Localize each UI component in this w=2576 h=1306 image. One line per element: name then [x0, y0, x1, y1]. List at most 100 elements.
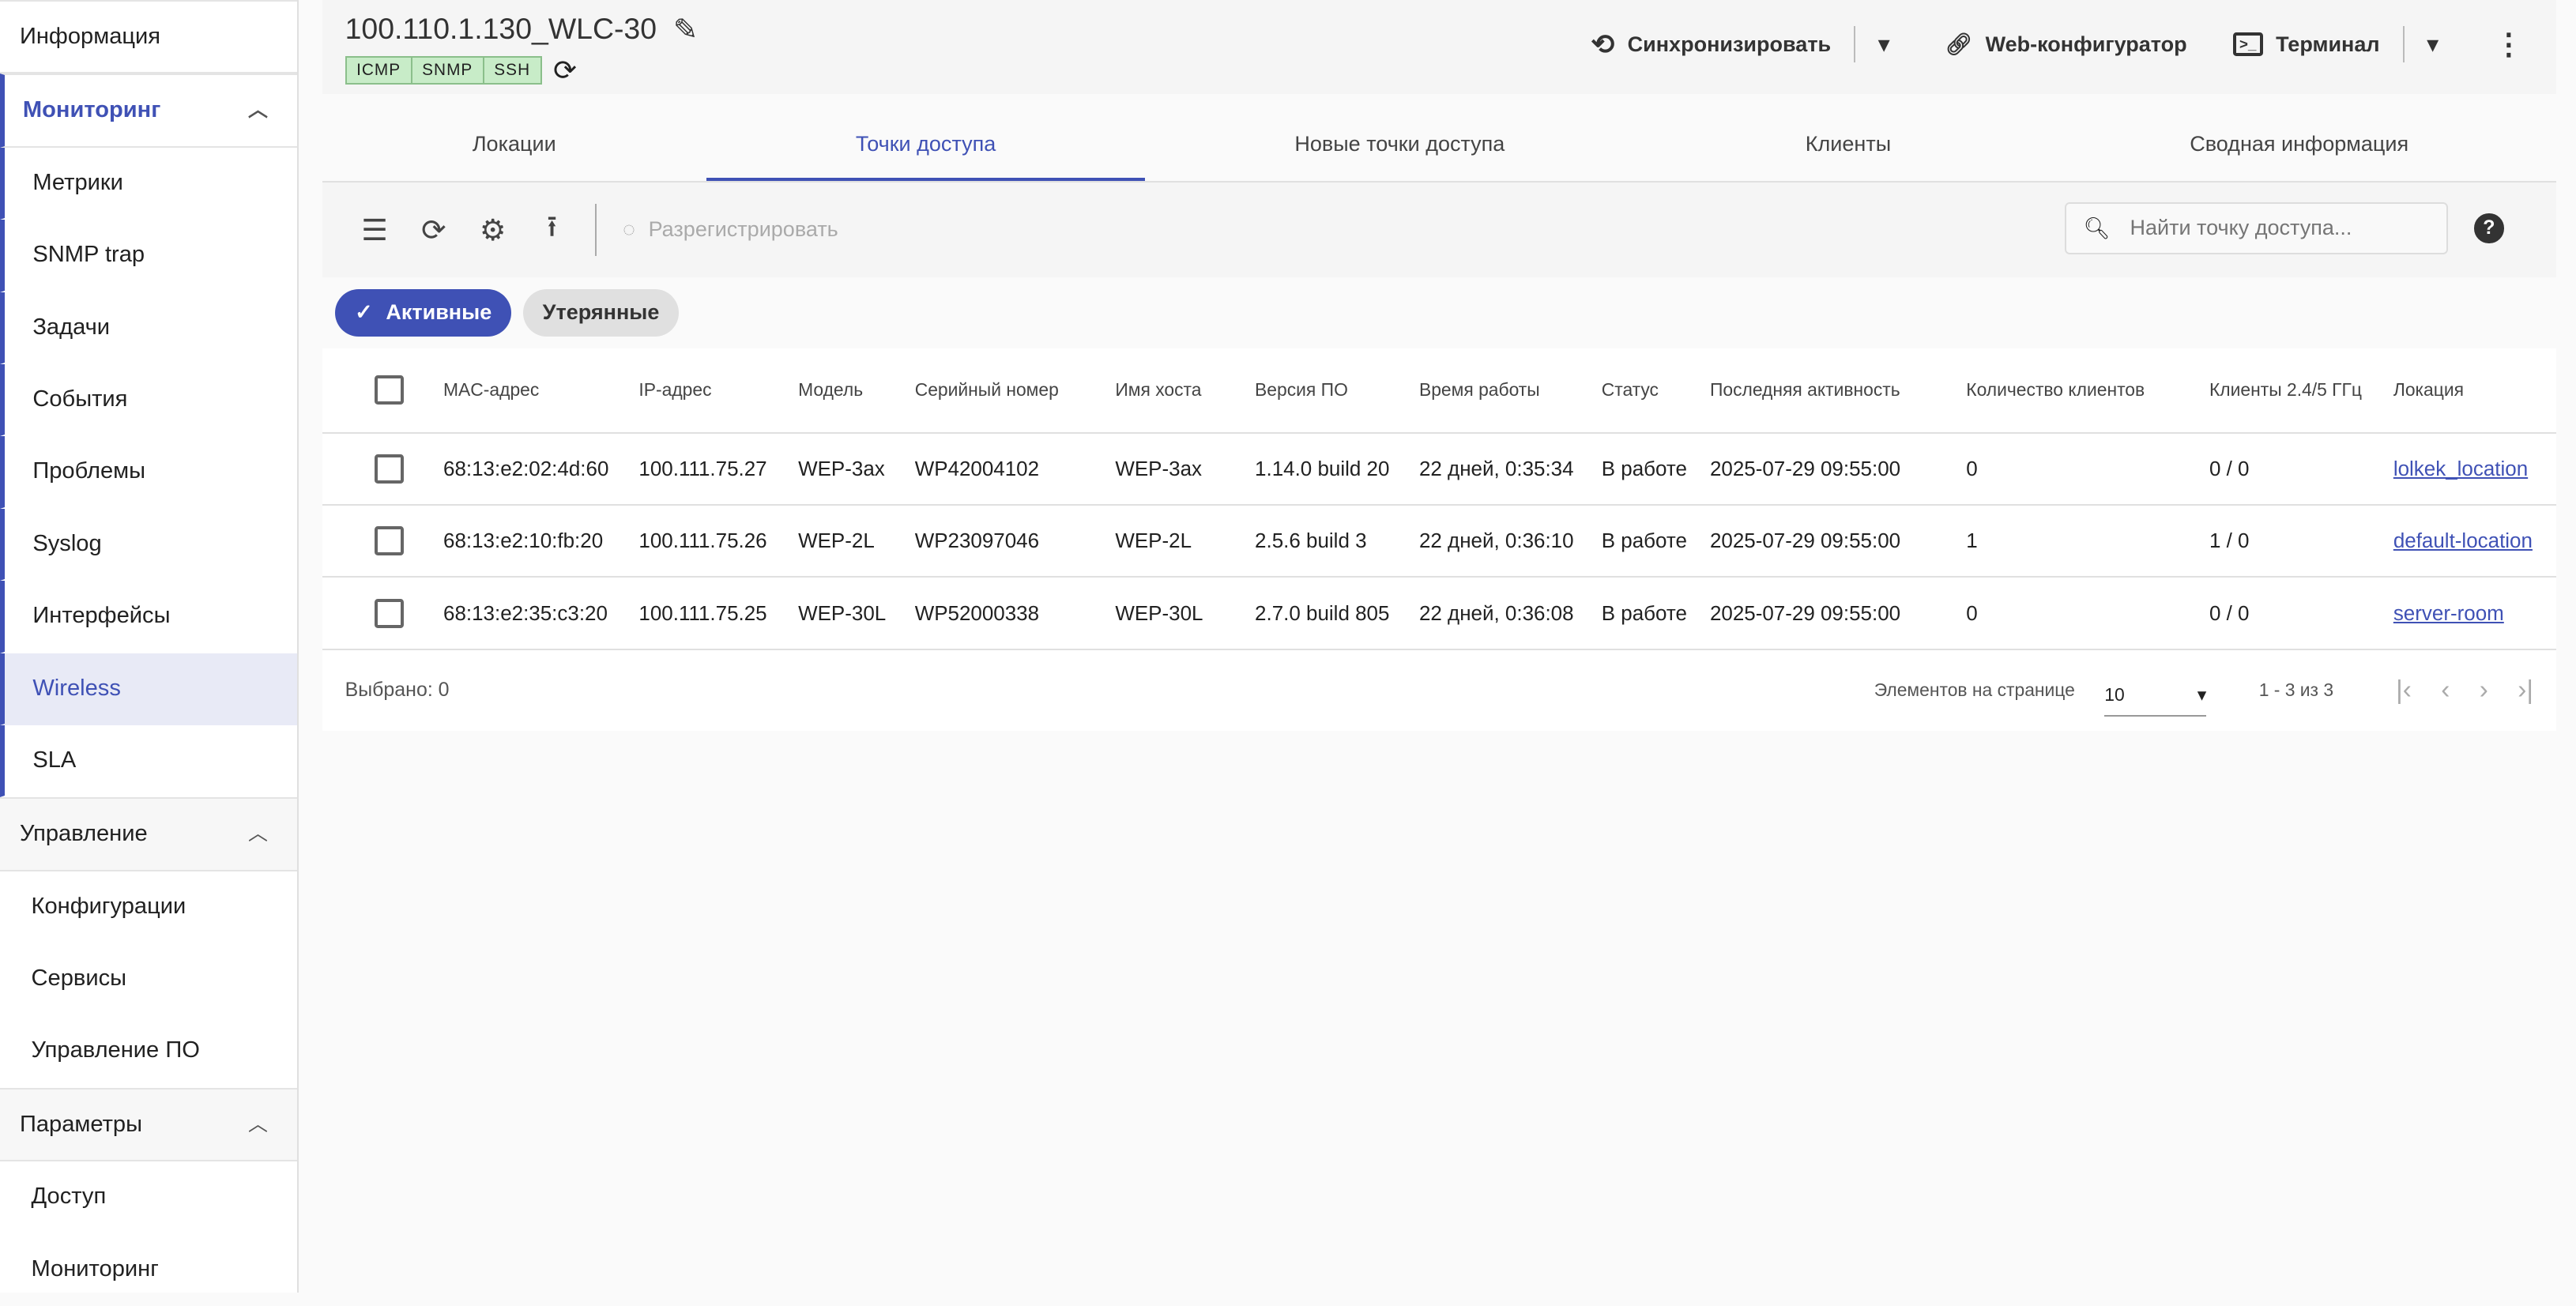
col-location[interactable]: Локация [2393, 379, 2464, 401]
table-cell: 2.7.0 build 805 [1255, 600, 1390, 625]
badge-ssh: SSH [484, 55, 542, 85]
sidebar-item-services[interactable]: Сервисы [31, 965, 127, 992]
location-link[interactable]: default-location [2393, 529, 2533, 553]
page-range: 1 - 3 из 3 [2258, 679, 2334, 701]
refresh-icon[interactable]: ⟳ [553, 55, 577, 86]
table-cell: WEP-2L [798, 529, 875, 553]
tab-locations[interactable]: Локации [472, 132, 556, 156]
sidebar-item-interfaces[interactable]: Интерфейсы [0, 581, 297, 653]
next-page-icon[interactable]: › [2479, 675, 2488, 705]
sidebar-item-configurations[interactable]: Конфигурации [31, 893, 186, 919]
table-cell: 2025-07-29 09:55:00 [1709, 456, 1901, 480]
col-firmware[interactable]: Версия ПО [1255, 379, 1348, 401]
sync-button[interactable]: ⟲ Синхронизировать [1591, 28, 1832, 60]
table-cell: WP23097046 [914, 529, 1040, 553]
tab-summary[interactable]: Сводная информация [2190, 132, 2409, 156]
per-page-select[interactable]: 10 ▾ [2104, 684, 2207, 717]
table-row[interactable]: 68:13:e2:02:4d:60 100.111.75.27 WEP-3ax WP4… [322, 434, 2557, 506]
help-icon[interactable]: ? [2474, 213, 2504, 243]
table-row[interactable]: 68:13:e2:35:c3:20 100.111.75.25 WEP-30L WP5… [322, 578, 2557, 650]
settings-icon[interactable]: ⚙ [479, 213, 507, 247]
sidebar-item-monitoring-params[interactable]: Мониторинг [31, 1255, 159, 1282]
sidebar-section-management[interactable]: Управление ︿ [0, 797, 298, 871]
badge-icmp: ICMP [345, 55, 412, 85]
table-cell: 22 дней, 0:36:08 [1418, 600, 1574, 625]
sidebar-info[interactable]: Информация [0, 0, 298, 74]
col-mac[interactable]: MAC-адрес [443, 379, 540, 401]
table-cell: WP52000338 [914, 600, 1040, 625]
tabs: Локации Точки доступа Новые точки доступ… [322, 108, 2557, 183]
col-clients-band[interactable]: Клиенты 2.4/5 ГГц [2209, 379, 2363, 401]
sidebar-section-params[interactable]: Параметры ︿ [0, 1087, 298, 1162]
filter-chip-active[interactable]: ✓ Активные [335, 288, 512, 337]
last-page-icon[interactable]: ›| [2518, 675, 2533, 705]
row-checkbox[interactable] [375, 526, 405, 556]
table-cell: 1 / 0 [2209, 529, 2250, 553]
check-icon: ✓ [355, 300, 373, 325]
table-cell: 1.14.0 build 20 [1255, 456, 1390, 480]
sidebar-item-access[interactable]: Доступ [31, 1184, 107, 1210]
search-input[interactable] [2126, 214, 2429, 243]
sync-dropdown-icon[interactable]: ▾ [1878, 32, 1889, 56]
table-cell: 0 / 0 [2209, 456, 2250, 480]
col-model[interactable]: Модель [798, 379, 864, 401]
sidebar-item-wireless[interactable]: Wireless [0, 653, 298, 725]
filter-chip-lost[interactable]: Утерянные [522, 288, 680, 337]
refresh-icon[interactable]: ⟳ [421, 213, 446, 247]
sidebar-item-firmware[interactable]: Управление ПО [31, 1037, 200, 1063]
col-uptime[interactable]: Время работы [1418, 379, 1540, 401]
upload-icon[interactable]: ⭱ [546, 209, 558, 243]
table-cell: 0 [1966, 456, 1978, 480]
table-footer: Выбрано: 0 Элементов на странице 10 ▾ 1 -… [322, 650, 2557, 731]
table-cell: WEP-3ax [1115, 456, 1202, 480]
terminal-button[interactable]: >_ Терминал [2232, 32, 2380, 57]
sidebar-item-metrics[interactable]: Метрики [0, 147, 297, 220]
sidebar-item-syslog[interactable]: Syslog [0, 508, 297, 581]
tune-icon[interactable]: ☰ [361, 213, 388, 247]
sidebar-item-sla[interactable]: SLA [0, 725, 297, 798]
search-icon: 🔍︎ [2083, 216, 2111, 240]
table-cell: 0 / 0 [2209, 600, 2250, 625]
more-vert-icon[interactable]: ⋮ [2494, 28, 2524, 62]
search-field[interactable]: 🔍︎ [2065, 201, 2448, 255]
first-page-icon[interactable]: |‹ [2396, 675, 2412, 705]
col-last-activity[interactable]: Последняя активность [1709, 379, 1900, 401]
tab-clients[interactable]: Клиенты [1805, 132, 1892, 156]
web-configurator-button[interactable]: 🔗︎ Web-конфигуратор [1945, 32, 2187, 57]
row-checkbox[interactable] [375, 598, 405, 628]
chevron-up-icon: ︿ [247, 1112, 268, 1135]
col-ip[interactable]: IP-адрес [638, 379, 712, 401]
table-cell: WEP-2L [1115, 529, 1192, 553]
table-cell: 2025-07-29 09:55:00 [1709, 529, 1901, 553]
location-link[interactable]: lolkek_location [2393, 456, 2529, 480]
chevron-up-icon: ︿ [247, 822, 268, 845]
col-status[interactable]: Статус [1601, 379, 1659, 401]
sidebar-section-monitoring[interactable]: Мониторинг ︿ [0, 73, 298, 148]
tab-access-points[interactable]: Точки доступа [706, 108, 1146, 181]
col-serial[interactable]: Серийный номер [914, 379, 1059, 401]
select-all-checkbox[interactable] [375, 375, 405, 405]
link-icon: 🔗︎ [1945, 32, 1972, 57]
row-checkbox[interactable] [375, 454, 405, 484]
sidebar-item-problems[interactable]: Проблемы [0, 436, 297, 509]
sync-icon: ⟲ [1591, 28, 1614, 60]
unregister-button[interactable]: ◌ Разрегистрировать [622, 217, 838, 242]
location-link[interactable]: server-room [2393, 600, 2504, 625]
table-cell: 68:13:e2:35:c3:20 [443, 600, 608, 625]
terminal-dropdown-icon[interactable]: ▾ [2427, 32, 2439, 56]
tab-new-access-points[interactable]: Новые точки доступа [1294, 132, 1505, 156]
table-cell: 2.5.6 build 3 [1255, 529, 1367, 553]
sidebar-item-snmp-trap[interactable]: SNMP trap [0, 220, 297, 292]
table-cell: В работе [1601, 600, 1687, 625]
col-hostname[interactable]: Имя хоста [1115, 379, 1202, 401]
unregister-icon: ◌ [622, 217, 635, 242]
table-cell: 0 [1966, 600, 1978, 625]
col-clients[interactable]: Количество клиентов [1966, 379, 2145, 401]
table-cell: WEP-3ax [798, 456, 885, 480]
prev-page-icon[interactable]: ‹ [2441, 675, 2450, 705]
sidebar-item-events[interactable]: События [0, 363, 297, 437]
table-cell: В работе [1601, 456, 1687, 480]
edit-icon[interactable]: ✎ [672, 12, 699, 46]
sidebar-item-tasks[interactable]: Задачи [0, 292, 297, 364]
table-row[interactable]: 68:13:e2:10:fb:20 100.111.75.26 WEP-2L WP23… [322, 506, 2557, 578]
